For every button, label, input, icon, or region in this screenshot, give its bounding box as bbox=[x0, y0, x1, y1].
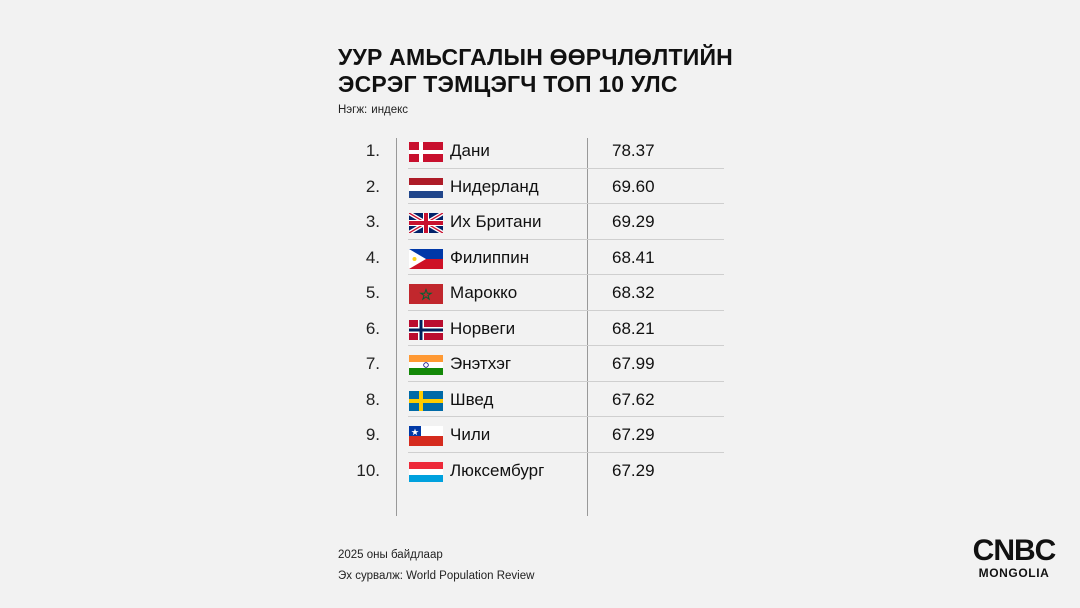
footer-source: Эх сурвалж: World Population Review bbox=[338, 570, 535, 582]
rank-label: 9. bbox=[365, 425, 380, 444]
row-divider bbox=[408, 380, 724, 382]
index-value: 67.62 bbox=[612, 389, 655, 409]
philippines-flag bbox=[409, 248, 443, 269]
table-row: 7. Энэтхэг 67.99 bbox=[338, 346, 724, 382]
row-divider bbox=[408, 416, 724, 417]
unit-label: Нэгж: bbox=[338, 104, 368, 116]
index-value: 69.60 bbox=[612, 176, 655, 196]
netherlands-flag bbox=[409, 177, 443, 198]
index-value: 68.41 bbox=[612, 247, 655, 267]
table-row: 4. Филиппин 68.41 bbox=[338, 240, 724, 275]
table-row: 1. Дани 78.37 bbox=[338, 133, 724, 169]
row-divider bbox=[408, 309, 724, 311]
norway-flag bbox=[409, 319, 443, 340]
rank-label: 4. bbox=[365, 247, 380, 267]
row-divider bbox=[408, 345, 724, 346]
title-line-2: ЭСРЭГ ТЭМЦЭГЧ ТОП 10 УЛС bbox=[338, 71, 678, 97]
sweden-flag bbox=[409, 390, 443, 411]
table-row: 10. Люксембург 67.29 bbox=[338, 453, 724, 489]
luxembourg-flag bbox=[409, 461, 443, 482]
rank-label: 6. bbox=[365, 318, 380, 338]
row-divider bbox=[408, 203, 724, 204]
unit-value: индекс bbox=[371, 104, 409, 116]
row-divider bbox=[408, 167, 724, 169]
logo-top-text: CNBC bbox=[972, 534, 1057, 567]
unit-caption: Нэгж: индекс bbox=[338, 104, 408, 116]
index-value: 67.99 bbox=[612, 354, 655, 373]
country-name: Филиппин bbox=[450, 247, 530, 267]
rank-column-divider bbox=[396, 138, 397, 516]
rank-label: 7. bbox=[365, 354, 380, 373]
country-name: Энэтхэг bbox=[450, 354, 512, 373]
india-flag bbox=[409, 355, 443, 375]
index-value: 67.29 bbox=[612, 460, 655, 480]
table-row: 5. Марокко 68.32 bbox=[338, 275, 724, 311]
uk-flag bbox=[409, 213, 443, 233]
table-row: 2. Нидерланд 69.60 bbox=[338, 169, 724, 204]
row-divider bbox=[408, 274, 724, 275]
logo-bottom-text: MONGOLIA bbox=[978, 566, 1050, 580]
index-value: 78.37 bbox=[612, 141, 655, 160]
index-value: 69.29 bbox=[612, 212, 655, 231]
table-row: 9. Чили 67.29 bbox=[338, 417, 724, 453]
morocco-flag bbox=[409, 284, 443, 304]
country-name: Швед bbox=[450, 389, 494, 409]
country-name: Чили bbox=[450, 425, 491, 444]
index-value: 68.21 bbox=[612, 318, 655, 338]
rank-label: 2. bbox=[365, 176, 380, 196]
rank-label: 1. bbox=[365, 141, 380, 160]
index-value: 68.32 bbox=[612, 283, 655, 302]
chile-flag bbox=[409, 426, 443, 446]
rank-label: 5. bbox=[365, 283, 380, 302]
country-name: Норвеги bbox=[450, 318, 516, 338]
country-name: Их Британи bbox=[450, 212, 542, 231]
country-name: Люксембург bbox=[450, 460, 545, 480]
rank-label: 3. bbox=[365, 212, 380, 231]
rank-label: 8. bbox=[365, 389, 380, 409]
denmark-flag bbox=[409, 142, 443, 162]
table-row: 3. Их Британи 69.29 bbox=[338, 204, 724, 240]
footer-note: 2025 оны байдлаар bbox=[338, 549, 443, 561]
title-line-1: УУР АМЬСГАЛЫН ӨӨРЧЛӨЛТИЙН bbox=[338, 44, 733, 70]
table-row: 6. Норвеги 68.21 bbox=[338, 311, 724, 346]
rank-label: 10. bbox=[356, 460, 380, 480]
country-name: Марокко bbox=[450, 283, 518, 302]
ranking-table: 1. Дани 78.37 2. Нидерланд 69.60 3. Их Британи 6… bbox=[338, 132, 724, 516]
table-row: 8. Швед 67.62 bbox=[338, 382, 724, 417]
chart-title: УУР АМЬСГАЛЫН ӨӨРЧЛӨЛТИЙН ЭСРЭГ ТЭМЦЭГЧ … bbox=[338, 44, 733, 98]
row-divider bbox=[408, 238, 724, 240]
country-name: Дани bbox=[450, 141, 490, 160]
value-column-divider bbox=[587, 138, 588, 516]
country-name: Нидерланд bbox=[450, 176, 539, 196]
cnbc-mongolia-logo: CNBC MONGOLIA bbox=[968, 534, 1060, 581]
index-value: 67.29 bbox=[612, 425, 655, 444]
row-divider bbox=[408, 451, 724, 453]
